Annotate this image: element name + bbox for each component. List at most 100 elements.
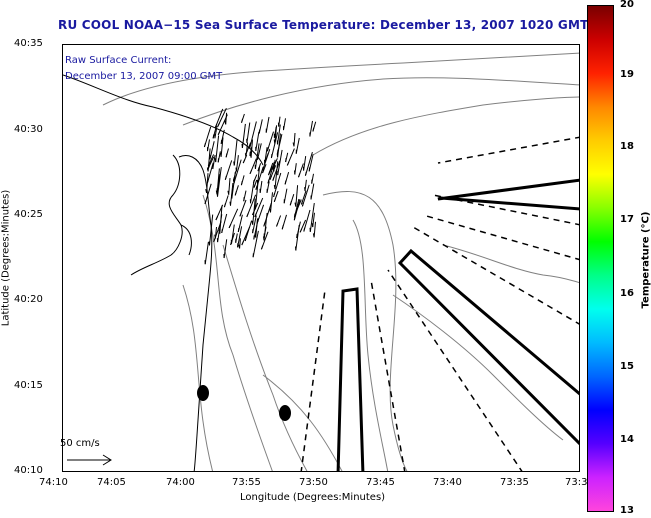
coastline bbox=[63, 74, 264, 471]
current-vector-head bbox=[299, 228, 303, 233]
colorbar-tick-label: 20 bbox=[620, 0, 634, 10]
bathymetry-contour-11 bbox=[262, 374, 343, 471]
scale-bar-label: 50 cm/s bbox=[60, 438, 100, 449]
coastline-bay bbox=[130, 154, 192, 276]
current-vector bbox=[309, 203, 315, 232]
current-vector bbox=[270, 132, 279, 159]
current-vector-head bbox=[229, 201, 231, 206]
x-tick-label: 73:50 bbox=[299, 477, 328, 488]
current-vector-head bbox=[223, 203, 226, 208]
current-vector-head bbox=[240, 181, 243, 186]
colorbar-title: Temperature (°C) bbox=[640, 211, 651, 309]
temperature-colorbar bbox=[587, 5, 614, 512]
current-vector bbox=[312, 212, 315, 228]
x-tick-label: 73:55 bbox=[232, 477, 261, 488]
current-vector-head bbox=[268, 170, 272, 175]
current-vector-head bbox=[303, 227, 306, 232]
current-vector-head bbox=[262, 169, 265, 174]
y-tick-label: 40:20 bbox=[14, 294, 43, 305]
current-vector-head bbox=[270, 154, 273, 159]
colorbar-tick-label: 15 bbox=[620, 361, 634, 372]
x-tick-label: 74:05 bbox=[97, 477, 126, 488]
current-vector bbox=[270, 192, 273, 213]
current-vector-head bbox=[215, 190, 218, 195]
current-vector-head bbox=[203, 143, 206, 148]
current-vectors bbox=[203, 107, 317, 265]
zone-eastern-strip bbox=[437, 178, 579, 211]
current-vector-head bbox=[249, 169, 253, 174]
current-vector bbox=[254, 143, 260, 169]
current-vector bbox=[230, 182, 234, 206]
current-vector-head bbox=[255, 185, 258, 190]
zone-diagonal-strip bbox=[397, 248, 579, 446]
map-plot-area[interactable]: Raw Surface Current: December 13, 2007 0… bbox=[62, 44, 580, 472]
current-vector bbox=[252, 198, 256, 225]
current-vector bbox=[235, 155, 239, 172]
current-vector-head bbox=[267, 179, 270, 184]
current-vector-head bbox=[215, 216, 219, 221]
current-vector-head bbox=[263, 236, 265, 241]
current-vector bbox=[295, 185, 299, 207]
current-vector-head bbox=[224, 120, 227, 125]
current-vector-head bbox=[304, 171, 307, 176]
current-vector-head bbox=[289, 201, 292, 206]
x-tick-label: 74:00 bbox=[166, 477, 195, 488]
current-vector-head bbox=[263, 222, 266, 227]
x-tick-label: 73:45 bbox=[366, 477, 395, 488]
current-vector-head bbox=[273, 184, 276, 190]
coastline-north-shore bbox=[63, 74, 264, 166]
current-vector bbox=[233, 159, 242, 184]
current-vector bbox=[257, 166, 261, 185]
current-vector bbox=[255, 131, 260, 151]
bathymetry-contour-outer bbox=[102, 52, 579, 106]
current-vector-head bbox=[244, 236, 247, 242]
current-vector-head bbox=[212, 134, 215, 139]
current-vector-head bbox=[225, 153, 228, 158]
current-vector-head bbox=[251, 220, 254, 225]
current-vector bbox=[293, 132, 296, 147]
bathymetry-contour-5 bbox=[222, 244, 308, 471]
bathymetry-contour-3 bbox=[312, 96, 579, 156]
current-vector bbox=[263, 202, 272, 227]
bathymetry-contours bbox=[102, 52, 579, 471]
current-vector-head bbox=[285, 158, 287, 163]
coastline-peninsula bbox=[178, 155, 213, 471]
y-tick-label: 40:30 bbox=[14, 124, 43, 135]
dashed-channel-3 bbox=[387, 269, 523, 471]
current-vector bbox=[206, 173, 209, 194]
current-vector-head bbox=[242, 159, 246, 164]
colorbar-tick-label: 17 bbox=[620, 214, 634, 225]
bathymetry-contour-9 bbox=[442, 244, 579, 283]
map-canvas[interactable] bbox=[63, 45, 580, 472]
current-vector bbox=[254, 180, 259, 210]
current-vector-head bbox=[292, 142, 295, 147]
current-vector-head bbox=[218, 229, 221, 234]
current-vector-head bbox=[277, 149, 279, 154]
current-vector bbox=[223, 239, 228, 259]
current-vector bbox=[277, 124, 281, 145]
current-vector-head bbox=[214, 158, 217, 163]
x-tick-label: 74:10 bbox=[39, 477, 68, 488]
current-vector-head bbox=[257, 155, 259, 160]
dashed-channel-4 bbox=[412, 226, 579, 325]
current-vector-head bbox=[271, 165, 275, 170]
current-vector bbox=[246, 122, 251, 143]
current-vector-head bbox=[217, 122, 220, 127]
y-axis-title: Latitude (Degrees:Minutes) bbox=[0, 189, 12, 327]
current-vector-head bbox=[204, 199, 207, 205]
y-tick-label: 40:15 bbox=[14, 380, 43, 391]
current-vector-head bbox=[298, 173, 301, 178]
current-vector-head bbox=[221, 228, 223, 233]
current-vector bbox=[304, 151, 313, 176]
current-vector bbox=[249, 121, 257, 149]
current-vector bbox=[241, 123, 246, 148]
current-vector-head bbox=[312, 127, 315, 132]
current-vector bbox=[219, 205, 223, 234]
current-vector-head bbox=[260, 245, 264, 250]
current-vector-head bbox=[276, 222, 279, 227]
current-vector-head bbox=[238, 244, 241, 249]
current-vector-head bbox=[239, 212, 242, 217]
current-vector bbox=[277, 149, 283, 176]
colorbar-tick-label: 18 bbox=[620, 141, 634, 152]
x-tick-label: 73:3 bbox=[565, 477, 588, 488]
